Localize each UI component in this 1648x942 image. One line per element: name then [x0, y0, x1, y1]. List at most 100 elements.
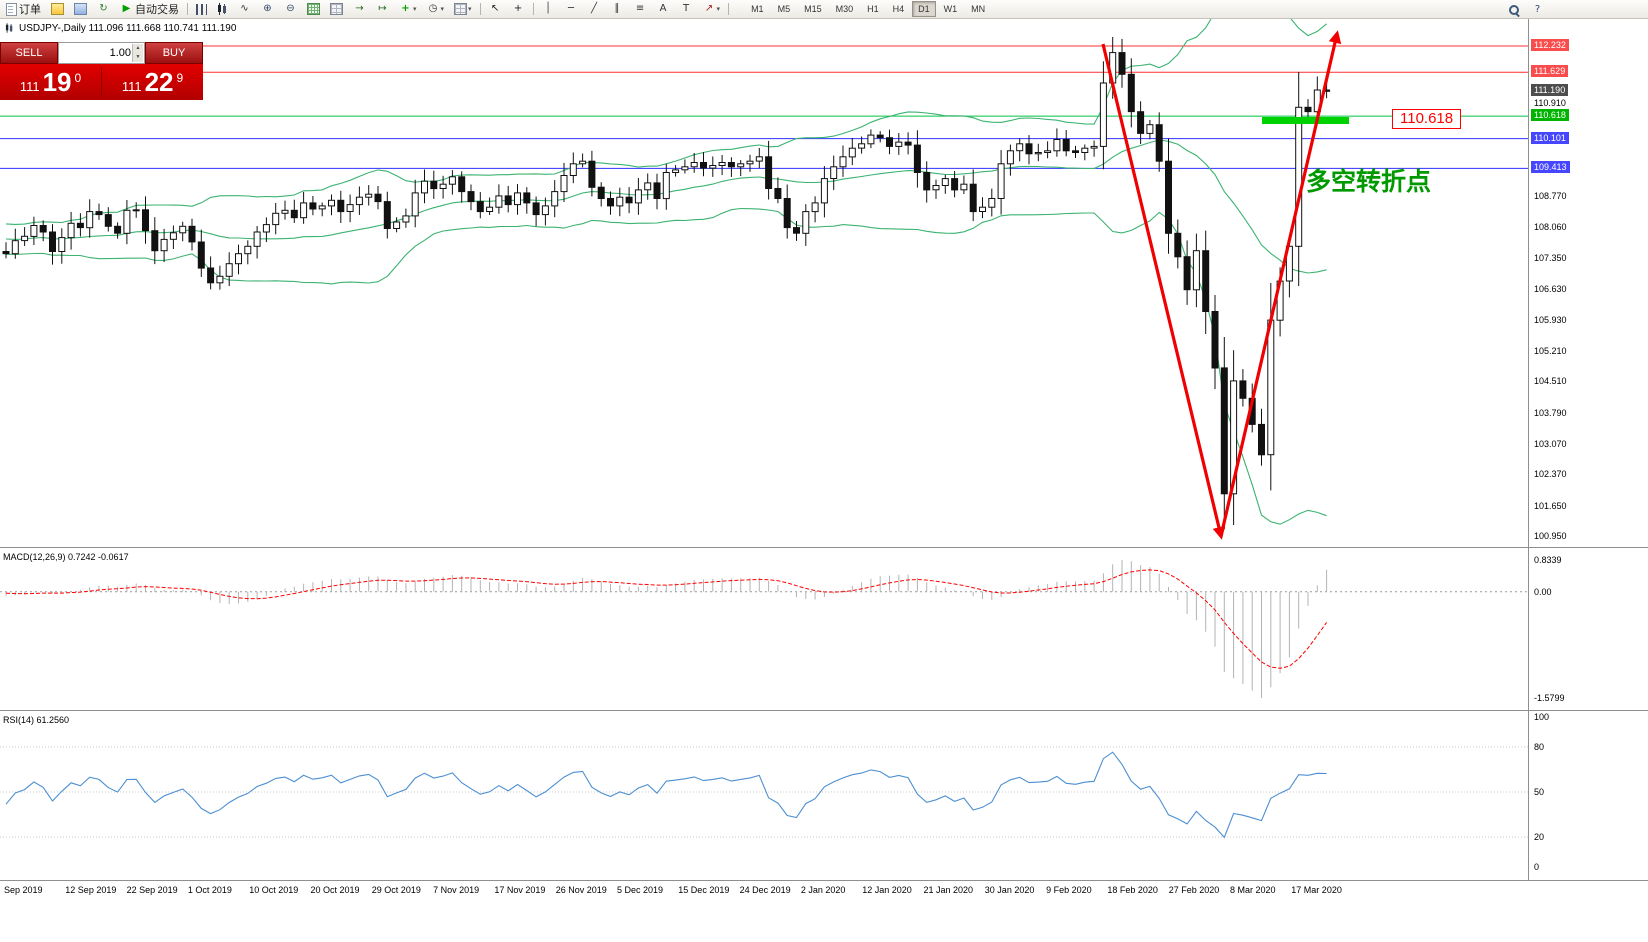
ask-point: 9: [176, 71, 184, 85]
label-button[interactable]: T: [676, 0, 697, 18]
spinner-up-icon[interactable]: ▲: [135, 45, 141, 51]
macd-indicator-label: MACD(12,26,9) 0.7242 -0.0617: [3, 552, 129, 562]
date-label: 2 Jan 2020: [800, 885, 846, 895]
auto-scroll-icon: →: [355, 2, 364, 14]
sell-button[interactable]: SELL: [0, 42, 58, 64]
zoom-out-button[interactable]: ⊖: [280, 0, 301, 18]
date-label: Sep 2019: [4, 885, 43, 895]
bars-chart-button[interactable]: [192, 0, 211, 18]
timeframe-m5-button[interactable]: M5: [777, 4, 791, 14]
volume-value: 1.00: [109, 47, 131, 59]
text-button[interactable]: A: [653, 0, 674, 18]
timeframe-mn-button[interactable]: MN: [971, 4, 986, 14]
volume-input[interactable]: 1.00 ▲ ▼: [58, 42, 145, 64]
arrows-button[interactable]: ↗ ▾: [699, 0, 725, 18]
date-label: 1 Oct 2019: [187, 885, 232, 895]
price-axis-tick: 101.650: [1534, 500, 1567, 511]
price-divider: [101, 67, 102, 97]
date-label: 17 Nov 2019: [494, 885, 546, 895]
periods-button[interactable]: ◷ ▾: [423, 0, 449, 18]
date-label: 12 Jan 2020: [862, 885, 912, 895]
buy-button[interactable]: BUY: [145, 42, 203, 64]
candles-chart-button[interactable]: [213, 0, 232, 18]
trendline-button[interactable]: ╱: [584, 0, 605, 18]
date-label: 18 Feb 2020: [1107, 885, 1158, 895]
timeframe-m15-button[interactable]: M15: [804, 4, 822, 14]
date-label: 27 Feb 2020: [1168, 885, 1220, 895]
help-button[interactable]: ?: [1527, 1, 1548, 19]
support-price-tag[interactable]: 110.618: [1392, 109, 1462, 129]
price-axis-tick: 102.370: [1534, 469, 1567, 480]
line-chart-button[interactable]: ∿: [234, 0, 255, 18]
date-label: 21 Jan 2020: [923, 885, 974, 895]
date-label: 10 Oct 2019: [249, 885, 299, 895]
line-chart-icon: ∿: [240, 2, 249, 14]
templates-button[interactable]: ▾: [450, 0, 476, 18]
ask-big: 111: [121, 79, 142, 94]
zoom-in-button[interactable]: ⊕: [257, 0, 278, 18]
autotrading-button[interactable]: ▶ 自动交易: [116, 0, 183, 18]
text-icon: A: [659, 2, 667, 14]
horizontal-line-icon: ─: [568, 2, 575, 14]
chart-shift-icon: ↦: [378, 2, 387, 14]
horizontal-line-button[interactable]: ─: [561, 0, 582, 18]
rsi-axis-label: 80: [1534, 742, 1545, 752]
grid-button[interactable]: [303, 0, 324, 18]
refresh-button[interactable]: ↻: [93, 0, 114, 18]
spinner-down-icon[interactable]: ▼: [135, 54, 141, 60]
rsi-indicator-label: RSI(14) 61.2560: [3, 715, 70, 725]
chart-title-text: USDJPY-,Daily 111.096 111.668 110.741 11…: [19, 22, 237, 34]
refresh-icon: ↻: [99, 2, 108, 14]
date-axis[interactable]: Sep 2019 12 Sep 2019 22 Sep 2019 1 Oct 2019…: [0, 880, 1648, 903]
timeframe-h1-button[interactable]: H1: [867, 4, 879, 14]
macd-pane-canvas[interactable]: [0, 548, 1528, 710]
fibonacci-button[interactable]: ≡: [630, 0, 651, 18]
timeframe-m1-button[interactable]: M1: [751, 4, 764, 14]
toolbar: 订单 ↻ ▶ 自动交易 ∿ ⊕ ⊖ → ↦ + ▾ ◷ ▾ ▾ ↖ + │ ─ ╱ ∥ ≡ A T ↗ ▾ M1 M5 M15 M30 H…: [0, 0, 1648, 19]
price-axis-tick: 105.210: [1534, 345, 1567, 356]
auto-scroll-button[interactable]: →: [349, 0, 370, 18]
rsi-axis-label: 50: [1534, 787, 1545, 797]
timeframe-m30-button[interactable]: M30: [835, 4, 854, 14]
bars-chart-icon: [196, 3, 207, 15]
price-axis[interactable]: 110.910 108.770 108.060 107.350 106.630 105.9…: [1529, 18, 1647, 880]
rsi-axis-label: 20: [1534, 832, 1545, 842]
crosshair-button[interactable]: +: [508, 0, 529, 18]
chart-shift-button[interactable]: ↦: [372, 0, 393, 18]
timeframe-d1-button[interactable]: D1: [912, 1, 936, 17]
profiles-button[interactable]: [70, 0, 91, 18]
chart-area[interactable]: 110.910 108.770 108.060 107.350 106.630 105.9…: [0, 18, 1648, 942]
new-chart-button[interactable]: [47, 0, 68, 18]
rsi-pane-canvas[interactable]: [0, 711, 1528, 879]
price-axis-tick: 107.350: [1534, 253, 1567, 264]
date-label: 17 Mar 2020: [1291, 885, 1342, 895]
new-order-button-label: 订单: [19, 4, 41, 16]
tile-windows-button[interactable]: [326, 0, 347, 18]
cursor-button[interactable]: ↖: [485, 0, 506, 18]
date-label: 9 Feb 2020: [1046, 885, 1092, 895]
macd-axis-label: 0.00: [1534, 586, 1552, 597]
indicators-button[interactable]: + ▾: [395, 0, 421, 18]
chart-title: USDJPY-,Daily 111.096 111.668 110.741 11…: [4, 22, 236, 34]
autotrading-button-label: 自动交易: [135, 4, 179, 16]
macd-axis-label: 0.8339: [1534, 555, 1562, 565]
vertical-line-icon: │: [545, 2, 552, 14]
crosshair-icon: +: [513, 2, 523, 14]
zoom-in-icon: ⊕: [263, 2, 272, 14]
channel-button[interactable]: ∥: [607, 0, 628, 18]
search-button[interactable]: [1504, 1, 1525, 19]
pane-separator[interactable]: [0, 710, 1648, 711]
new-order-button[interactable]: 订单: [2, 0, 45, 18]
trendline-icon: ╱: [591, 2, 598, 14]
volume-spinner[interactable]: ▲ ▼: [132, 44, 143, 62]
bid-pips: 19: [42, 67, 72, 97]
vertical-line-button[interactable]: │: [538, 0, 559, 18]
ask-price: 111 22 9: [102, 66, 203, 98]
price-chart-canvas[interactable]: [0, 18, 1528, 547]
one-click-trading-panel: SELL 1.00 ▲ ▼ BUY 111 19 0 111 22 9: [0, 42, 203, 100]
pane-separator[interactable]: [0, 547, 1648, 548]
rsi-line: [5, 751, 1327, 839]
timeframe-h4-button[interactable]: H4: [892, 4, 905, 14]
date-label: 7 Nov 2019: [433, 885, 480, 895]
timeframe-w1-button[interactable]: W1: [943, 4, 958, 14]
